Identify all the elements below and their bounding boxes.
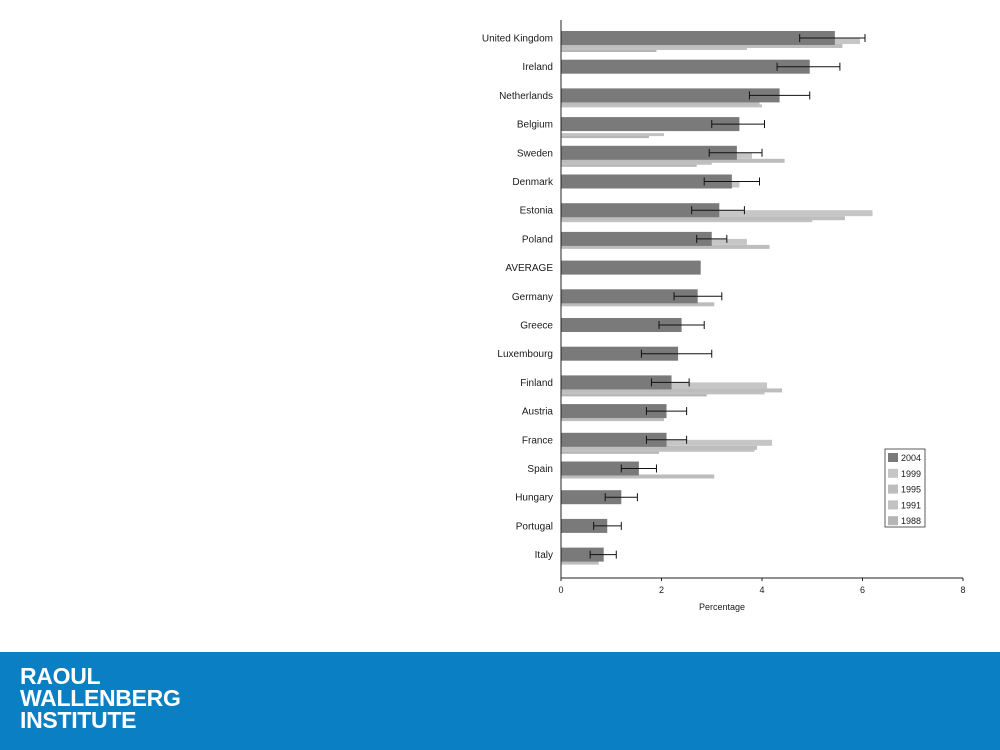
bar-1991-estonia [561,219,813,223]
bar-1991-netherlands [561,104,762,108]
bar-1988-finland [561,393,707,397]
category-label-luxembourg: Luxembourg [497,349,553,360]
bar-2004-estonia [561,203,720,218]
x-tick-label-2: 2 [659,585,664,595]
category-label-portugal: Portugal [516,521,553,532]
category-label-germany: Germany [512,292,553,303]
institute-logo: RAOUL WALLENBERG INSTITUTE [20,663,181,733]
bar-1988-sweden [561,163,697,167]
legend-swatch-1991 [888,500,898,510]
bar-1995-spain [561,474,715,479]
logo-line-3: INSTITUTE [20,707,137,733]
bar-2004-italy [561,547,604,562]
bar-1988-france [561,450,659,454]
category-label-denmark: Denmark [512,177,554,188]
category-label-spain: Spain [527,464,553,475]
bar-1991-france [561,448,755,452]
category-label-hungary: Hungary [515,493,553,504]
x-tick-label-4: 4 [759,585,764,595]
bar-2004-denmark [561,174,732,189]
bar-2004-sweden [561,145,737,160]
bar-1995-austria [561,417,665,422]
bar-chart: United Kingdom Ireland Netherlands Belgium S… [482,20,966,612]
logo-line-2: WALLENBERG [20,685,181,711]
bar-2004-finland [561,375,672,390]
bar-2004-greece [561,318,682,332]
bar-2004-portugal [561,518,608,533]
category-label-italy: Italy [535,550,553,561]
category-label-ireland: Ireland [522,62,553,73]
bar-1995-united-kingdom [561,44,843,48]
category-label-finland: Finland [520,378,553,389]
bar-1995-netherlands [561,101,760,106]
bar-1991-finland [561,391,765,395]
bar-2004-germany [561,289,698,304]
bar-2004-luxembourg [561,346,679,361]
bar-1995-estonia [561,216,845,221]
bar-1991-united-kingdom [561,47,747,50]
legend-label-2004: 2004 [901,453,921,463]
bar-2004-hungary [561,490,622,505]
chart-area: United Kingdom Ireland Netherlands Belgium S… [482,20,966,612]
bar-2004-ireland [561,59,810,74]
footer-banner: RAOUL WALLENBERG INSTITUTE [0,652,1000,750]
bar-1991-sweden [561,161,712,165]
legend-label-1991: 1991 [901,500,921,510]
bar-2004-netherlands [561,88,780,103]
category-label-austria: Austria [522,407,554,418]
category-label-united-kingdom: United Kingdom [482,34,553,45]
bar-1995-italy [561,560,599,565]
x-tick-label-0: 0 [558,585,563,595]
category-label-belgium: Belgium [517,120,553,131]
bar-2004-poland [561,231,712,246]
bar-1995-sweden [561,158,785,163]
bar-2004-united-kingdom [561,31,835,45]
category-label-estonia: Estonia [520,206,554,217]
x-tick-label-8: 8 [960,585,965,595]
legend-label-1995: 1995 [901,485,921,495]
bar-1988-united-kingdom [561,49,657,52]
category-label-poland: Poland [522,234,553,245]
x-tick-label-6: 6 [860,585,865,595]
bar-2004-spain [561,461,639,476]
x-axis-title: Percentage [699,602,745,612]
category-label-france: France [522,435,554,446]
category-label-netherlands: Netherlands [499,91,553,102]
legend-swatch-1999 [888,468,898,478]
legend-swatch-2004 [888,453,898,462]
legend-swatch-1988 [888,516,898,526]
logo-line-1: RAOUL [20,663,101,689]
category-label-average: AVERAGE [505,263,553,274]
bar-2004-belgium [561,117,740,132]
category-label-greece: Greece [520,321,553,332]
bar-1991-belgium [561,133,665,137]
bar-1988-belgium [561,135,649,139]
bar-2004-austria [561,404,667,419]
category-label-sweden: Sweden [517,148,553,159]
bar-2004-france [561,432,667,447]
bar-1995-france [561,445,757,450]
bar-2004-average [561,260,701,275]
bar-1995-finland [561,388,783,393]
legend-label-1999: 1999 [901,469,921,479]
bar-1995-germany [561,302,715,307]
bar-1995-poland [561,244,770,249]
legend-swatch-1995 [888,484,898,494]
legend-label-1988: 1988 [901,516,921,526]
